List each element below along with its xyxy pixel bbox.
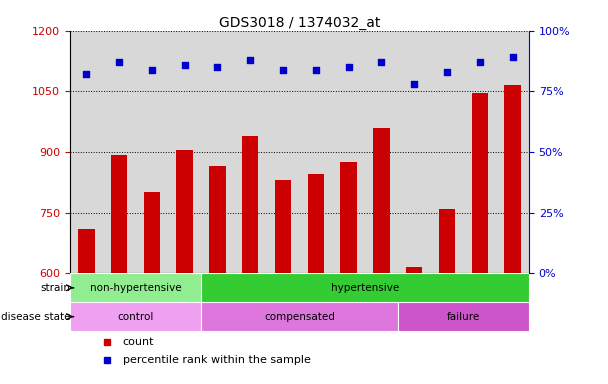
Bar (373, 128, 390, 273)
Bar (439, 209, 455, 273)
Point (180, 61, 190, 68)
Bar (143, 192, 160, 273)
Point (409, 81, 419, 87)
Title: GDS3018 / 1374032_at: GDS3018 / 1374032_at (219, 16, 380, 30)
Point (344, 64, 353, 70)
Bar (308, 174, 324, 273)
Bar (340, 162, 357, 273)
Bar (70, 302, 201, 331)
Bar (275, 180, 291, 273)
Text: count: count (123, 337, 154, 347)
Point (508, 54, 517, 60)
Bar (209, 166, 226, 273)
Point (278, 66, 288, 73)
Point (311, 66, 320, 73)
Point (81, 71, 91, 78)
Text: control: control (117, 312, 154, 322)
Bar (201, 302, 398, 331)
Bar (111, 155, 127, 273)
Point (246, 57, 255, 63)
Text: strain: strain (41, 283, 71, 293)
Text: hypertensive: hypertensive (331, 283, 399, 293)
Text: compensated: compensated (264, 312, 335, 322)
Text: non-hypertensive: non-hypertensive (90, 283, 181, 293)
Point (213, 64, 223, 70)
Bar (242, 136, 258, 273)
Bar (406, 267, 423, 273)
Point (147, 66, 157, 73)
Text: disease state: disease state (1, 312, 71, 322)
Point (376, 59, 386, 65)
Text: failure: failure (447, 312, 480, 322)
Point (442, 69, 452, 75)
Bar (201, 273, 529, 302)
Point (114, 59, 124, 65)
Bar (505, 85, 521, 273)
Bar (472, 93, 488, 273)
Bar (78, 229, 94, 273)
Bar (176, 150, 193, 273)
Bar (70, 273, 201, 302)
Text: percentile rank within the sample: percentile rank within the sample (123, 355, 311, 366)
Bar (398, 302, 529, 331)
Point (475, 59, 485, 65)
